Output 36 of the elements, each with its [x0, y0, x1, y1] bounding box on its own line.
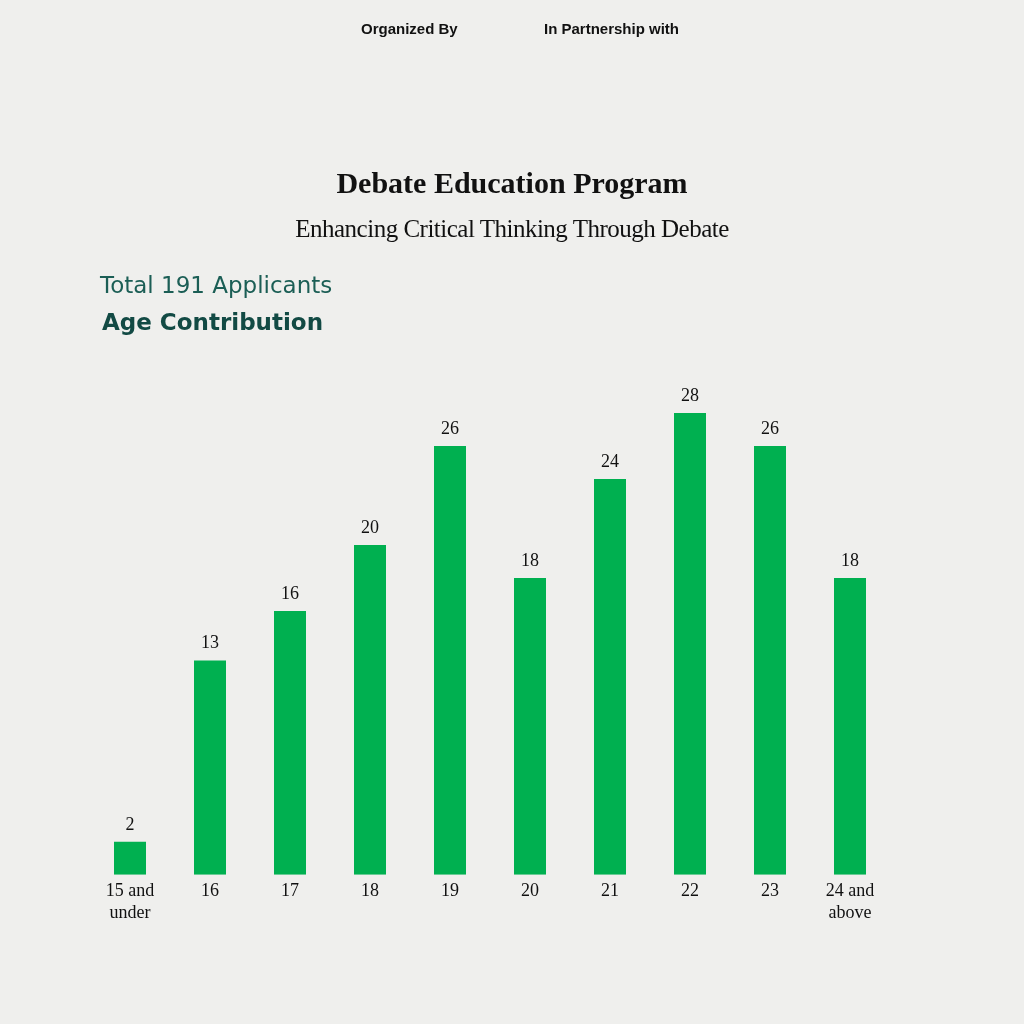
- x-tick-label: 21: [601, 880, 619, 901]
- data-label: 28: [681, 384, 699, 405]
- chart-subtitle: Enhancing Critical Thinking Through Debate: [294, 215, 730, 243]
- bar: [674, 412, 706, 875]
- x-tick-label: 20: [521, 880, 539, 901]
- data-label: 26: [761, 417, 779, 438]
- bar: [514, 577, 546, 875]
- bar: [594, 478, 626, 875]
- x-tick-label: 15 and under: [105, 880, 155, 922]
- x-tick-label: 22: [681, 880, 699, 901]
- bar: [354, 544, 386, 875]
- data-label: 16: [281, 582, 299, 603]
- bar: [834, 577, 866, 875]
- text: Total 191 Applicants: [100, 272, 333, 298]
- data-label: 18: [841, 549, 859, 570]
- bar: [434, 445, 466, 875]
- x-tick-label: 17: [281, 880, 299, 901]
- bar: [114, 841, 146, 875]
- x-tick-label: 16: [201, 880, 219, 901]
- chart-title: Debate Education Program: [335, 166, 689, 200]
- text: Age Contribution: [102, 309, 324, 335]
- x-tick-label: 24 and above: [825, 880, 875, 922]
- data-label: 26: [441, 417, 459, 438]
- data-label: 24: [601, 450, 619, 471]
- bar: [754, 445, 786, 875]
- text: In Partnership with: [544, 20, 680, 37]
- x-tick-label: 23: [761, 880, 779, 901]
- text: Organized By: [361, 20, 458, 37]
- bar: [274, 610, 306, 875]
- data-label: 2: [125, 813, 135, 834]
- data-label: 20: [361, 516, 379, 537]
- x-tick-label: 19: [441, 880, 459, 901]
- data-label: 13: [201, 632, 219, 653]
- bar: [194, 660, 226, 875]
- data-label: 18: [521, 549, 539, 570]
- x-tick-label: 18: [361, 880, 379, 901]
